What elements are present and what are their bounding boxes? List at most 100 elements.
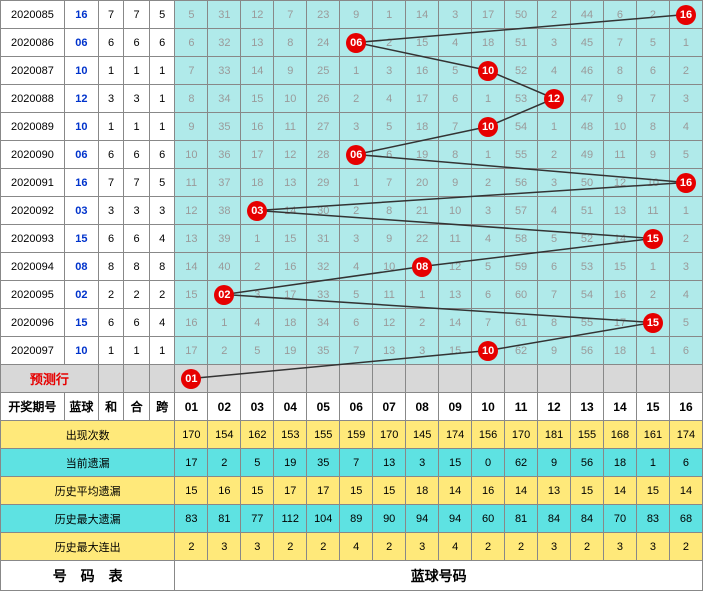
heb-cell: 1 (124, 337, 150, 365)
stats-cell: 170 (373, 421, 406, 449)
trend-cell: 2 (636, 1, 669, 29)
kua-cell: 6 (149, 29, 175, 57)
stats-cell: 3 (241, 533, 274, 561)
stats-cell: 174 (669, 421, 702, 449)
data-row: 202009116775113718132917209256350121016 (1, 169, 703, 197)
stats-cell: 14 (669, 477, 702, 505)
trend-cell: 7 (538, 281, 571, 309)
trend-cell: 1 (472, 141, 505, 169)
trend-cell: 1 (538, 113, 571, 141)
stats-cell: 17 (307, 477, 340, 505)
period-cell: 2020094 (1, 253, 65, 281)
kua-cell: 1 (149, 337, 175, 365)
trend-cell: 56 (505, 169, 538, 197)
trend-cell: 3 (669, 85, 702, 113)
trend-cell: 4 (472, 225, 505, 253)
trend-cell: 33 (307, 281, 340, 309)
footer-row: 号 码 表 蓝球号码 (1, 561, 703, 591)
trend-cell: 3 (373, 57, 406, 85)
trend-cell: 62 (505, 337, 538, 365)
trend-cell: 1 (340, 57, 373, 85)
heb-cell: 6 (124, 309, 150, 337)
col-n: 07 (373, 393, 406, 421)
trend-cell: 12 (538, 85, 571, 113)
trend-cell: 6 (538, 253, 571, 281)
footer-left: 号 码 表 (1, 561, 175, 591)
trend-cell: 46 (571, 57, 604, 85)
stats-cell: 104 (307, 505, 340, 533)
trend-cell: 6 (175, 29, 208, 57)
stats-cell: 6 (669, 449, 702, 477)
trend-cell: 16 (274, 253, 307, 281)
trend-cell: 2 (669, 57, 702, 85)
stats-cell: 81 (505, 505, 538, 533)
trend-cell: 12 (175, 197, 208, 225)
trend-cell: 61 (505, 309, 538, 337)
trend-cell: 17 (472, 1, 505, 29)
trend-cell: 15 (175, 281, 208, 309)
trend-cell: 4 (669, 113, 702, 141)
trend-cell: 7 (439, 113, 472, 141)
trend-cell: 39 (208, 225, 241, 253)
trend-cell: 8 (538, 309, 571, 337)
stats-row: 历史最大连出2332242342232332 (1, 533, 703, 561)
trend-cell: 14 (603, 225, 636, 253)
trend-cell: 23 (307, 1, 340, 29)
trend-cell: 02 (208, 281, 241, 309)
stats-cell: 9 (538, 449, 571, 477)
he-cell: 7 (98, 1, 124, 29)
stats-cell: 168 (603, 421, 636, 449)
trend-cell: 30 (307, 197, 340, 225)
stats-row: 历史平均遗漏15161517171515181416141315141514 (1, 477, 703, 505)
ball-cell: 03 (64, 197, 98, 225)
stats-cell: 14 (439, 477, 472, 505)
stats-cell: 16 (472, 477, 505, 505)
trend-cell: 6 (373, 141, 406, 169)
stats-cell: 62 (505, 449, 538, 477)
stats-cell: 89 (340, 505, 373, 533)
trend-cell: 4 (241, 309, 274, 337)
trend-cell: 2 (669, 225, 702, 253)
ball-cell: 06 (64, 29, 98, 57)
trend-cell: 5 (373, 113, 406, 141)
stats-cell: 155 (307, 421, 340, 449)
col-n: 02 (208, 393, 241, 421)
trend-cell: 14 (274, 197, 307, 225)
trend-cell: 33 (208, 57, 241, 85)
trend-cell: 3 (439, 1, 472, 29)
period-cell: 2020095 (1, 281, 65, 309)
stats-header-row: 开奖期号 蓝球 和 合 跨 01 02 03 04 05 06 07 08 09… (1, 393, 703, 421)
trend-cell: 10 (274, 85, 307, 113)
he-cell: 1 (98, 113, 124, 141)
trend-cell: 3 (406, 337, 439, 365)
predict-ball: 01 (181, 369, 201, 389)
trend-cell: 14 (439, 309, 472, 337)
trend-cell: 21 (406, 197, 439, 225)
main-table: 2020085167755311272391143175024462162020… (0, 0, 703, 591)
trend-cell: 20 (406, 169, 439, 197)
trend-cell: 06 (340, 141, 373, 169)
trend-cell: 51 (505, 29, 538, 57)
trend-cell: 4 (538, 197, 571, 225)
period-cell: 2020089 (1, 113, 65, 141)
trend-cell: 11 (373, 281, 406, 309)
trend-cell: 3 (472, 197, 505, 225)
trend-cell: 15 (406, 29, 439, 57)
trend-cell: 8 (603, 57, 636, 85)
trend-cell: 49 (571, 141, 604, 169)
trend-cell: 10 (472, 57, 505, 85)
trend-cell: 15 (241, 85, 274, 113)
stats-cell: 18 (406, 477, 439, 505)
trend-cell: 10 (175, 141, 208, 169)
kua-cell: 3 (149, 197, 175, 225)
trend-cell: 45 (571, 29, 604, 57)
trend-cell: 7 (472, 309, 505, 337)
trend-cell: 10 (636, 169, 669, 197)
period-cell: 2020092 (1, 197, 65, 225)
col-n: 12 (538, 393, 571, 421)
trend-cell: 10 (472, 113, 505, 141)
stats-cell: 156 (472, 421, 505, 449)
ball-cell: 16 (64, 169, 98, 197)
hit-ball: 06 (346, 145, 366, 165)
stats-label: 历史最大连出 (1, 533, 175, 561)
